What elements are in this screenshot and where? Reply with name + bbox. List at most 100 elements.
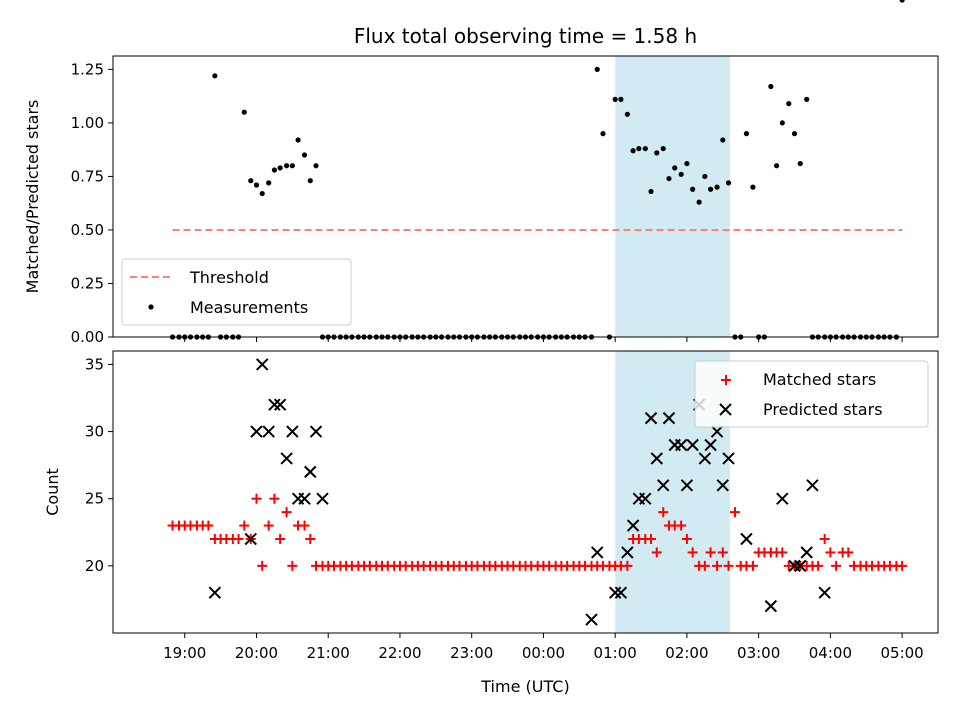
marker-stroke (268, 398, 281, 411)
predicted-star-marker (244, 532, 257, 546)
marker-stroke (262, 425, 275, 438)
predicted-star-marker (806, 479, 819, 492)
matched-star-marker (203, 520, 214, 531)
predicted-star-marker (722, 452, 735, 465)
measurement-point (660, 145, 666, 152)
measurement-point (313, 163, 319, 169)
predicted-stars-points (208, 358, 831, 626)
x-tick-label: 03:00 (737, 644, 780, 662)
matched-star-marker (819, 534, 830, 544)
predicted-star-marker (585, 613, 598, 626)
predicted-star-marker (273, 398, 287, 411)
predicted-star-marker (286, 425, 299, 438)
predicted-star-marker (650, 452, 663, 465)
matched-star-marker (287, 560, 298, 571)
measurement-point (773, 163, 780, 169)
legend-bottom: Matched stars Predicted stars (694, 360, 929, 428)
legend-measurements-label: Measurements (190, 298, 308, 317)
marker-stroke (662, 411, 676, 425)
measurement-point (630, 148, 636, 154)
predicted-star-marker (698, 452, 712, 465)
predicted-star-marker (608, 586, 622, 599)
measurement-point (899, 0, 905, 3)
matched-star-marker (699, 560, 710, 571)
x-tick-label: 04:00 (809, 644, 852, 662)
marker-stroke (686, 438, 699, 452)
measurement-point (624, 111, 630, 117)
marker-stroke (764, 599, 778, 613)
marker-stroke (674, 438, 688, 452)
legend-predicted-swatch (719, 403, 732, 416)
y-tick-label: 1.00 (71, 114, 104, 132)
x-tick-label: 20:00 (235, 644, 278, 662)
predicted-star-marker (704, 438, 717, 452)
measurement-point (720, 137, 726, 143)
matched-stars-points (167, 493, 908, 571)
measurement-point (307, 178, 313, 184)
x-tick-label: 00:00 (522, 644, 565, 662)
marker-stroke (644, 411, 658, 425)
measurement-point (241, 109, 247, 115)
marker-stroke (794, 559, 807, 573)
predicted-star-marker (644, 411, 658, 425)
measurement-point (768, 83, 774, 90)
marker-stroke (273, 398, 287, 411)
measurement-point (672, 165, 678, 171)
y-axis-label-top: Matched/Predicted stars (23, 100, 42, 294)
predicted-star-marker (256, 358, 269, 371)
legend-measurements-swatch (148, 304, 154, 310)
measurement-point (648, 188, 654, 195)
measurement-point (678, 171, 684, 177)
measurement-point (301, 152, 308, 158)
matched-star-marker (723, 560, 734, 571)
x-tick-label: 22:00 (378, 644, 421, 662)
predicted-star-marker (710, 425, 724, 438)
legend-box-bottom (694, 360, 929, 428)
predicted-star-marker (262, 425, 275, 438)
measurement-point (804, 96, 810, 102)
matched-star-marker (305, 534, 316, 544)
marker-stroke (722, 452, 735, 465)
y-axis-ticks-bottom: 20 25 30 35 (85, 355, 113, 575)
legend-threshold-label: Threshold (189, 268, 269, 287)
marker-stroke (704, 438, 717, 452)
matched-star-marker (712, 560, 723, 571)
measurement-point (271, 167, 278, 173)
matched-star-marker (747, 560, 758, 571)
marker-stroke (639, 492, 652, 505)
y-tick-label: 30 (85, 423, 104, 441)
marker-stroke (626, 519, 640, 532)
marker-stroke (680, 479, 694, 492)
marker-stroke (788, 559, 801, 573)
y-axis-label-bottom: Count (43, 468, 62, 516)
matched-star-marker (281, 507, 292, 518)
marker-stroke (591, 546, 604, 559)
measurement-point (594, 66, 600, 72)
matched-star-marker (717, 547, 728, 558)
legend-box-top (121, 258, 352, 326)
matched-star-marker (233, 534, 244, 544)
marker-stroke (298, 492, 311, 505)
matched-star-marker (681, 534, 692, 544)
legend-matched-swatch (721, 375, 731, 385)
x-axis-ticks-bottom: 19:00 20:00 21:00 22:00 23:00 00:00 01:00 02:00… (163, 633, 924, 662)
marker-stroke (614, 586, 628, 599)
matched-star-marker (705, 547, 716, 558)
matched-star-marker (831, 560, 842, 571)
matched-star-marker (646, 534, 657, 544)
measurement-point (600, 131, 606, 137)
measurement-point (654, 150, 660, 156)
measurement-point (786, 101, 792, 107)
predicted-star-marker (680, 479, 694, 492)
y-tick-label: 0.75 (71, 167, 104, 185)
measurement-point (743, 131, 750, 137)
matched-star-marker (676, 520, 687, 531)
marker-stroke (818, 586, 831, 599)
predicted-star-marker (764, 599, 778, 613)
marker-stroke (716, 479, 729, 492)
predicted-star-marker (639, 492, 652, 505)
axes-frame-bottom (112, 350, 939, 634)
predicted-star-marker (316, 492, 329, 505)
predicted-star-marker (716, 479, 729, 492)
